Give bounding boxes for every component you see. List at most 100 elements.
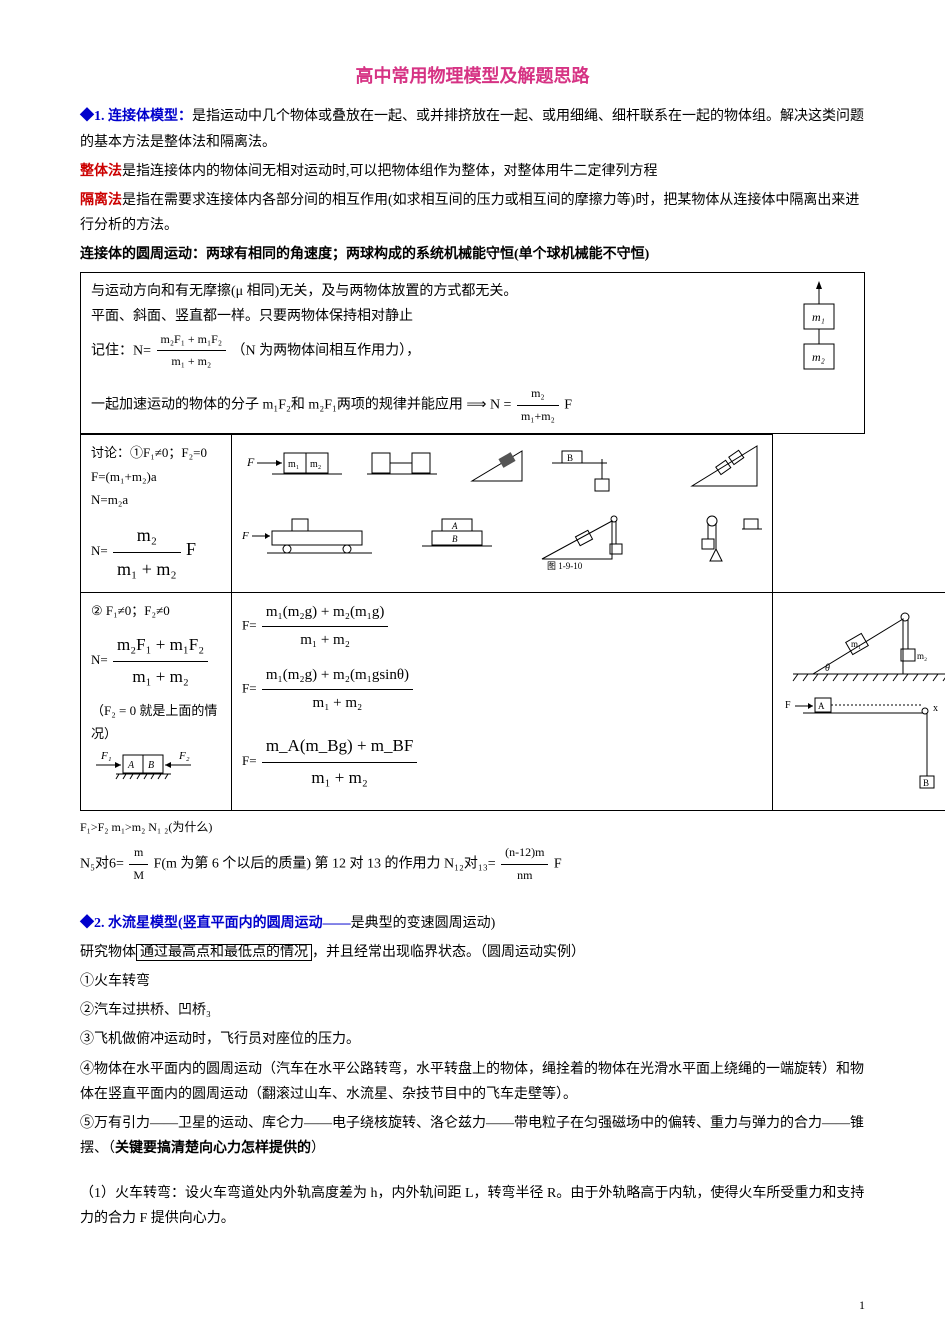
box-line1: 与运动方向和有无摩擦(μ 相同)无关，及与两物体放置的方式都无关。 (91, 279, 784, 304)
svg-text:F: F (785, 700, 791, 711)
stacked-blocks-diagram: m₁ m₂ (784, 279, 854, 389)
s2-item5-bold: 关键要搞清楚向心力怎样提供的 (115, 1141, 311, 1156)
method2-text: 是指在需要求连接体内各部分间的相互作用(如求相互间的压力或相互间的摩擦力等)时，… (80, 193, 859, 233)
case2-f3: F= m_A(m_Bg) + m_BF m₁ + m₂ (242, 731, 762, 793)
case2-l3: （F₂ = 0 就是上面的情况） (91, 699, 221, 746)
box-l3b: （N 为两物体间相互作用力）， (232, 343, 421, 358)
s2-l1-boxed: 通过最高点和最低点的情况 (136, 944, 312, 961)
section1-head: ◆1. 连接体模型： (80, 109, 192, 124)
section1-intro-text: 是指运动中几个物体或叠放在一起、或并排挤放在一起、或用细绳、细杆联系在一起的物体… (80, 109, 864, 149)
section2-l1: 研究物体通过最高点和最低点的情况，并且经常出现临界状态。（圆周运动实例） (80, 940, 865, 965)
after-line2: N₅对6= m M F(m 为第 6 个以后的质量) 第 12 对 13 的作用… (80, 842, 865, 886)
c2f3-num: m_A(m_Bg) + m_BF (262, 731, 418, 763)
case1-l3: N=m₂a (91, 488, 221, 511)
table-pulley-diagram: F A B x (783, 696, 945, 796)
page-number: 1 (859, 1295, 865, 1317)
case2-col3: m₁ m₂ θ F (773, 593, 945, 811)
s2-item1: ①火车转弯 (80, 969, 865, 994)
case2-frac-num: m₂F₁ + m₁F₂ (113, 630, 208, 662)
method2-label: 隔离法 (80, 193, 122, 208)
case1-frac: N= m₂ m₁ + m₂ F (91, 519, 221, 585)
diagram-row2: F A B 图 1-9-10 (242, 509, 762, 579)
svg-text:B: B (567, 453, 573, 463)
page-title: 高中常用物理模型及解题思路 (80, 60, 865, 92)
section1-intro: ◆1. 连接体模型：是指运动中几个物体或叠放在一起、或并排挤放在一起、或用细绳、… (80, 104, 865, 154)
case2-f1: F= m₁(m₂g) + m₂(m₁g) m₁ + m₂ (242, 599, 762, 654)
box-line3: 记住：N= m₂F₁ + m₁F₂ m₁ + m₂ （N 为两物体间相互作用力）… (91, 329, 784, 373)
case1-frac-den: m₁ + m₂ (113, 553, 181, 585)
case1-l1: 讨论：①F₁≠0；F₂=0 (91, 441, 221, 464)
c2f2-num: m₁(m₂g) + m₂(m₁gsinθ) (262, 662, 413, 690)
svg-text:A: A (818, 701, 825, 711)
after-l2b: F(m 为第 6 个以后的质量) 第 12 对 13 的作用力 N₁₂对₁₃= (154, 857, 496, 872)
case1-frac-num: m₂ (113, 519, 181, 552)
after-l2c: F (554, 857, 562, 872)
case1-frac-lhs: N= (91, 543, 108, 558)
method2-line: 隔离法是指在需要求连接体内各部分间的相互作用(如求相互间的压力或相互间的摩擦力等… (80, 188, 865, 238)
svg-text:m₁: m₁ (851, 639, 861, 649)
svg-text:A: A (451, 521, 458, 531)
diagram-row1: F m₁ m₂ B (242, 441, 762, 501)
section2-head-line: ◆2. 水流星模型(竖直平面内的圆周运动——是典型的变速圆周运动) (80, 911, 865, 936)
after-l2a: N₅对6= (80, 857, 124, 872)
two-forces-diagram: F₁ A B F₂ (91, 745, 221, 785)
after-line1: F₁>F₂ m₁>m₂ N₁ ₂(为什么) (80, 817, 865, 839)
svg-text:m₁: m₁ (288, 459, 299, 470)
case2-frac-lhs: N= (91, 653, 108, 668)
svg-text:F₂: F₂ (178, 750, 190, 762)
frac-rhs: m₂ m₁+m₂ (517, 383, 559, 427)
s2-item5b: ） (311, 1141, 325, 1156)
box-l3a: 记住：N= (91, 343, 151, 358)
svg-text:B: B (923, 778, 929, 788)
case2-col1: ② F₁≠0；F₂≠0 N= m₂F₁ + m₁F₂ m₁ + m₂ （F₂ =… (81, 593, 232, 811)
c2f1-den: m₁ + m₂ (262, 627, 389, 654)
circular-motion-note: 连接体的圆周运动：两球有相同的角速度；两球构成的系统机械能守恒(单个球机械能不守… (80, 242, 865, 267)
svg-text:m₂: m₂ (917, 651, 927, 661)
s2-l1a: 研究物体 (80, 945, 136, 960)
svg-text:F: F (242, 530, 249, 542)
after-l2-den1: M (129, 865, 148, 887)
after-l2-num1: m (129, 842, 148, 865)
case2-f2: F= m₁(m₂g) + m₂(m₁gsinθ) m₁ + m₂ (242, 662, 762, 717)
svg-text:图 1-9-10: 图 1-9-10 (547, 561, 583, 571)
box-line2: 平面、斜面、竖直都一样。只要两物体保持相对静止 (91, 304, 784, 329)
s2-item4: ④物体在水平面内的圆周运动（汽车在水平公路转弯，水平转盘上的物体，绳拴着的物体在… (80, 1057, 865, 1107)
method1-label: 整体法 (80, 164, 122, 179)
method1-line: 整体法是指连接体内的物体间无相对运动时,可以把物体组作为整体，对整体用牛二定律列… (80, 159, 865, 184)
s2-item2: ②汽车过拱桥、凹桥₃ (80, 998, 865, 1023)
frac-rhs-tail: F (564, 397, 572, 412)
s2-item5: ⑤万有引力——卫星的运动、库仑力——电子绕核旋转、洛仑兹力——带电粒子在匀强磁场… (80, 1111, 865, 1161)
c2f3-den: m₁ + m₂ (262, 763, 418, 794)
frac-main: m₂F₁ + m₁F₂ m₁ + m₂ (157, 329, 227, 373)
method1-text: 是指连接体内的物体间无相对运动时,可以把物体组作为整体，对整体用牛二定律列方程 (122, 164, 658, 179)
after-l2-den2: nm (501, 865, 548, 887)
after-l2-num2: (n-12)m (501, 842, 548, 865)
s2-p1: （1）火车转弯：设火车弯道处内外轨高度差为 h，内外轨间距 L，转弯半径 R。由… (80, 1181, 865, 1231)
frac-rhs-den: m₁+m₂ (517, 406, 559, 428)
box-line4: 一起加速运动的物体的分子 m₁F₂和 m₂F₁两项的规律并能应用 ⟹ N = m… (91, 383, 784, 427)
case2-l1: ② F₁≠0；F₂≠0 (91, 599, 221, 622)
case1-frac-tail: F (186, 539, 196, 559)
svg-text:B: B (452, 534, 458, 544)
svg-text:m₂: m₂ (812, 350, 825, 364)
c2f1-lhs: F= (242, 618, 257, 633)
case2-col2: F= m₁(m₂g) + m₂(m₁g) m₁ + m₂ F= m₁(m₂g) … (232, 593, 773, 811)
svg-text:m₂: m₂ (310, 459, 321, 470)
svg-text:F₁: F₁ (100, 750, 112, 762)
frac-rhs-num: m₂ (517, 383, 559, 406)
case2-frac-den: m₁ + m₂ (113, 662, 208, 693)
svg-text:x: x (933, 703, 938, 714)
incline-pulley-diagram: m₁ m₂ θ (783, 599, 945, 689)
section2-head: ◆2. 水流星模型(竖直平面内的圆周运动—— (80, 916, 351, 931)
box-l4a: 一起加速运动的物体的分子 m₁F₂和 m₂F₁两项的规律并能应用 ⟹ N = (91, 397, 511, 412)
case1-l2: F=(m₁+m₂)a (91, 465, 221, 488)
frac-main-num: m₂F₁ + m₁F₂ (157, 329, 227, 352)
svg-text:m₁: m₁ (812, 310, 825, 324)
c2f1-num: m₁(m₂g) + m₂(m₁g) (262, 599, 389, 627)
cases-table: 讨论：①F₁≠0；F₂=0 F=(m₁+m₂)a N=m₂a N= m₂ m₁ … (80, 434, 945, 811)
svg-text:F: F (246, 455, 255, 469)
case1-col1: 讨论：①F₁≠0；F₂=0 F=(m₁+m₂)a N=m₂a N= m₂ m₁ … (81, 435, 232, 593)
formula-box: 与运动方向和有无摩擦(μ 相同)无关，及与两物体放置的方式都无关。 平面、斜面、… (80, 272, 865, 435)
case1-diagrams: F m₁ m₂ B (232, 435, 773, 593)
section2-head-tail: 是典型的变速圆周运动) (351, 916, 496, 931)
